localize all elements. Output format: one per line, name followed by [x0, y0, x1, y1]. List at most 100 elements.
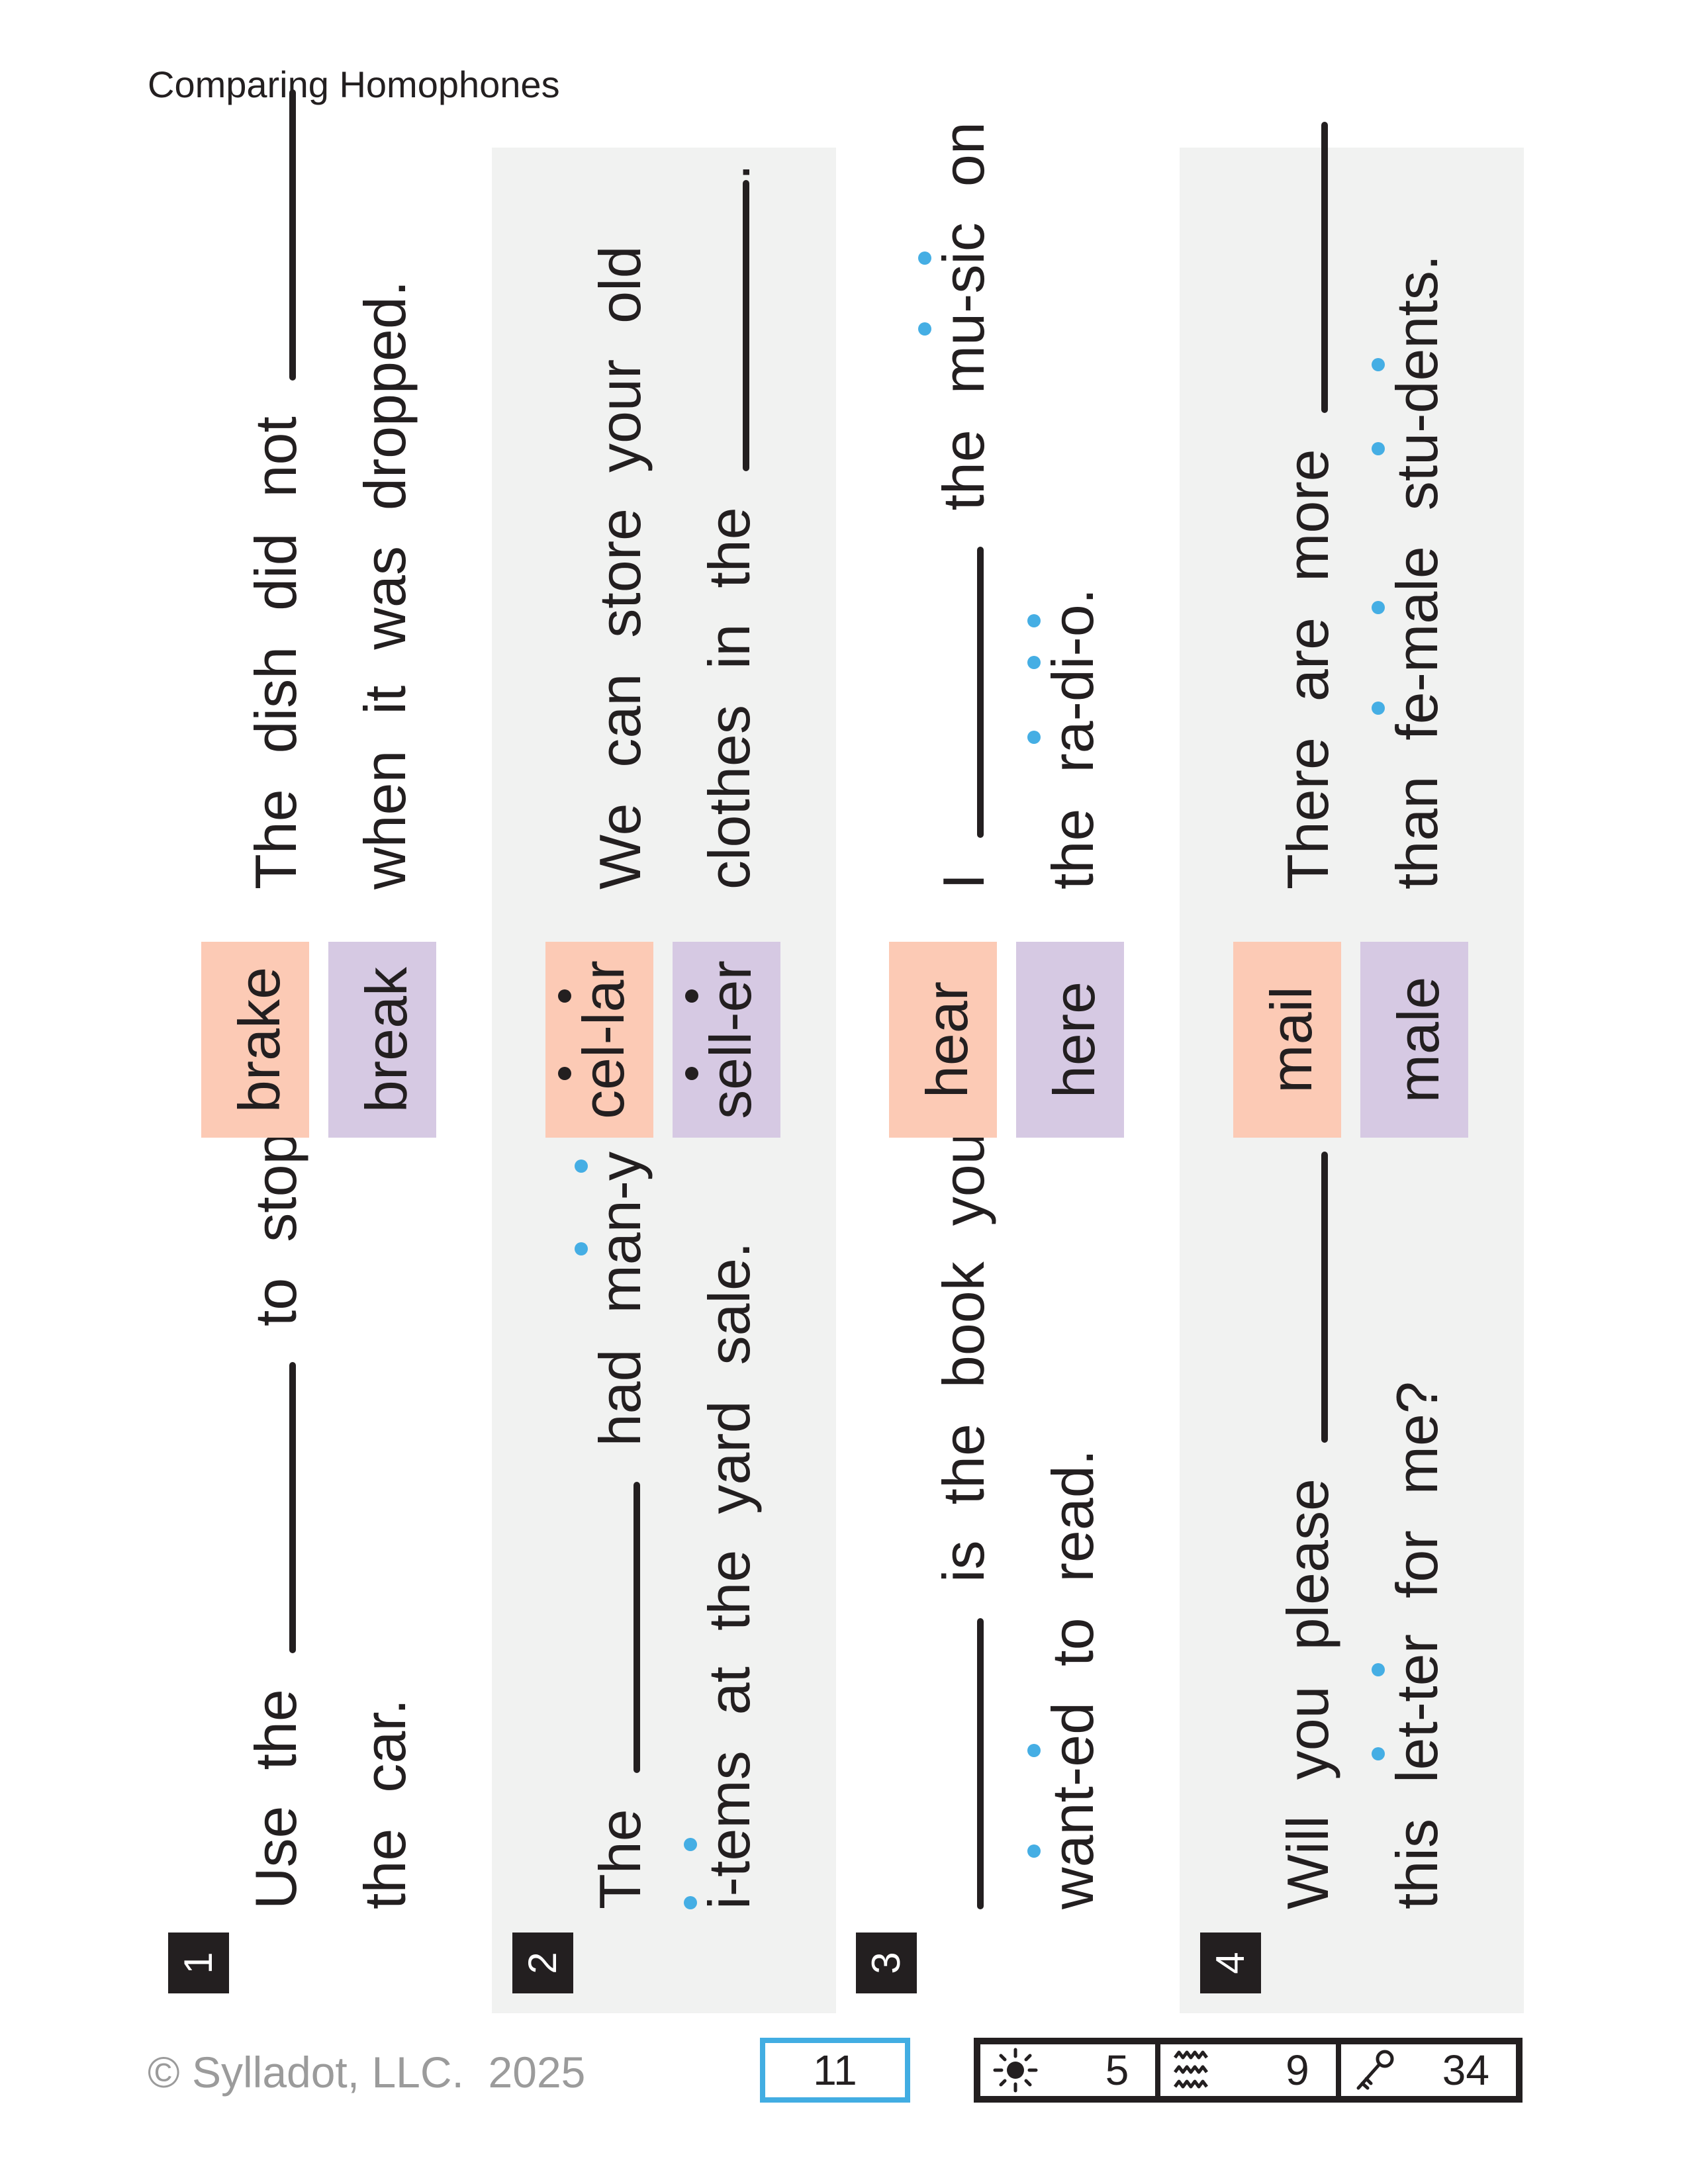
word: le t-te r — [1372, 1634, 1450, 1783]
syllable-dot — [684, 989, 698, 1003]
syllable-dot — [684, 1896, 697, 1910]
stat-value: 5 — [1105, 2046, 1129, 2094]
dotted-letter: i — [684, 1896, 762, 1910]
syllable-dot — [1027, 730, 1041, 744]
word: The — [587, 1809, 653, 1909]
word: dish — [243, 646, 308, 754]
word-choice-b[interactable]: here — [1016, 942, 1124, 1138]
stat-key: 34 — [1335, 2044, 1516, 2096]
answer-blank[interactable] — [633, 1482, 640, 1774]
syllable-dot — [684, 1838, 697, 1852]
sentence-line: We can store your old — [587, 246, 653, 889]
sentence-line: this le t-te r for me? — [1372, 1381, 1450, 1909]
word: had — [587, 1349, 653, 1447]
syllable-dot — [557, 1067, 571, 1081]
word-choice-a[interactable]: hear — [889, 942, 997, 1138]
word: ra -di -o. — [1027, 588, 1105, 773]
word-choice-label: hear — [914, 981, 980, 1098]
sentence-line: The had ma n-y — [575, 1152, 653, 1909]
syllable-dot — [1372, 1747, 1385, 1761]
answer-blank[interactable] — [289, 1362, 296, 1654]
word: when — [352, 750, 418, 889]
syllable-dot — [918, 322, 931, 336]
dotted-letter: a — [1372, 592, 1450, 624]
word-choice-label: mail — [1258, 986, 1324, 1093]
key-icon — [1356, 2050, 1394, 2090]
word: than — [1384, 776, 1450, 889]
word: it — [352, 685, 418, 715]
word: i -te ms — [684, 1751, 762, 1910]
page-title: Comparing Homophones — [148, 64, 560, 105]
exercise-panel-4: 4 Will you please this le t-te r for me? There are m… — [1180, 122, 1524, 2013]
syllable-dot — [684, 1067, 698, 1081]
answer-blank[interactable] — [977, 1618, 984, 1909]
word: dropped. — [352, 280, 418, 511]
sentence-line: There are more — [1275, 122, 1340, 889]
panel-content: 4 Will you please this le t-te r for me? There are m… — [1180, 122, 1524, 2013]
word-choice-b[interactable]: male — [1360, 942, 1468, 1138]
word-choice-label: here — [1041, 981, 1107, 1098]
word-choice-a[interactable]: mail — [1233, 942, 1341, 1138]
word: brake — [226, 966, 292, 1113]
word: here — [1041, 981, 1107, 1099]
stat-value: 34 — [1442, 2046, 1489, 2094]
stat-sun: 5 — [980, 2044, 1155, 2096]
word: ma n-y — [575, 1152, 653, 1314]
dotted-letter: e — [1372, 349, 1450, 381]
syllable-dot — [557, 989, 571, 1003]
answer-blank[interactable] — [743, 180, 749, 472]
word-choice-label: ce l-la r — [557, 960, 636, 1119]
word: old — [587, 246, 653, 324]
exercise-number-badge: 1 — [168, 1933, 229, 1993]
word: ce l-la r — [557, 960, 636, 1119]
answer-blank[interactable] — [1321, 122, 1328, 414]
word: not — [243, 416, 308, 498]
word: I — [931, 873, 996, 889]
word-choice-a[interactable]: brake — [201, 942, 309, 1138]
word: please — [1275, 1479, 1340, 1651]
answer-blank[interactable] — [289, 89, 296, 381]
word: to — [243, 1277, 308, 1327]
word: was — [352, 546, 418, 650]
word: Use — [243, 1805, 308, 1910]
word: We — [587, 803, 653, 889]
sentence-line: The dish did not — [243, 89, 308, 889]
word-choice-a[interactable]: ce l-la r — [545, 942, 653, 1138]
word-choice-b[interactable]: se ll-e r — [673, 942, 780, 1138]
word: at — [696, 1666, 762, 1715]
exercise-panel-1: 1 Usethetostop thecar. Thedishdidnot whenitw… — [148, 89, 492, 2013]
word: fe -ma le — [1372, 546, 1450, 741]
word: your — [587, 359, 653, 473]
word: the — [696, 507, 762, 588]
answer-blank[interactable] — [1321, 1152, 1328, 1443]
dotted-letter: y — [575, 1152, 653, 1181]
word: The — [243, 789, 308, 889]
stats-box: 5 9 34 — [974, 2038, 1523, 2103]
word: the — [243, 1689, 308, 1770]
word: break — [353, 966, 419, 1113]
word: wa nt-e d — [1027, 1702, 1105, 1909]
sentence-line: the ra -di -o. — [1027, 588, 1105, 889]
syllable-dot — [1372, 358, 1385, 372]
stat-waves: 9 — [1155, 2044, 1335, 2096]
syllable-dot — [918, 251, 931, 265]
word: yard — [696, 1400, 762, 1514]
dotted-letter: o — [1027, 604, 1105, 637]
sentence-line: wa nt-e d to read. — [1027, 1449, 1105, 1909]
word: sale. — [696, 1242, 762, 1365]
page-number: 11 — [760, 2038, 910, 2103]
sentence-line: Will you please — [1275, 1152, 1340, 1909]
exercise-number-badge: 3 — [856, 1933, 917, 1993]
word: the — [931, 1424, 996, 1505]
word-choice-b[interactable]: break — [328, 942, 436, 1138]
exercise-panel-3: 3 is the book you wa nt-e d to read. Ithe mu -si c on t… — [835, 122, 1180, 2013]
dotted-letter: e — [684, 979, 763, 1012]
word: the — [696, 1549, 762, 1631]
word-choice-label: brake — [226, 967, 292, 1113]
dotted-letter: a — [557, 979, 636, 1012]
sentence-line: i -te ms at the yard sale. — [684, 1242, 762, 1910]
dotted-letter: i — [1027, 656, 1105, 670]
waves-icon — [1174, 2050, 1209, 2089]
panel-content: 2 The had ma n-y i -te ms at the yard sale. We can sto… — [492, 148, 836, 2013]
answer-blank[interactable] — [977, 546, 984, 838]
